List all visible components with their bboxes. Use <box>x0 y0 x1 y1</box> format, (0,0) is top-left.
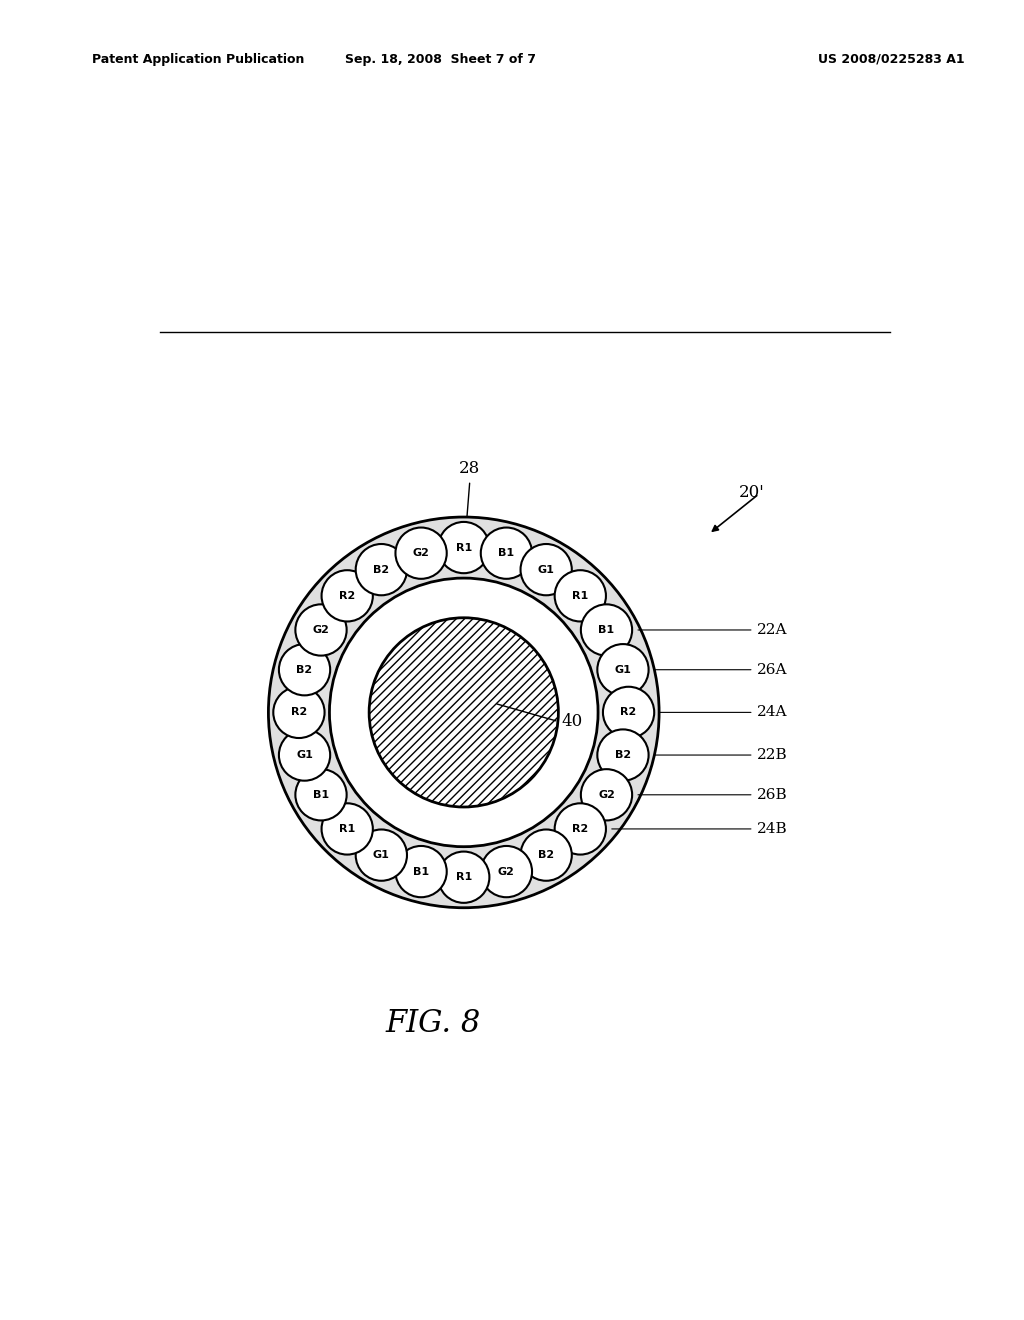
Text: R2: R2 <box>291 708 307 717</box>
Circle shape <box>555 804 606 854</box>
Text: 24A: 24A <box>757 705 787 719</box>
Circle shape <box>279 730 330 780</box>
Text: G2: G2 <box>312 624 330 635</box>
Text: US 2008/0225283 A1: US 2008/0225283 A1 <box>817 53 965 66</box>
Circle shape <box>330 578 598 846</box>
Text: 26A: 26A <box>757 663 787 677</box>
Circle shape <box>355 544 407 595</box>
Circle shape <box>295 605 347 656</box>
Circle shape <box>395 846 446 898</box>
Text: G1: G1 <box>296 750 313 760</box>
Text: G2: G2 <box>598 789 615 800</box>
Text: 20': 20' <box>738 484 764 502</box>
Circle shape <box>603 686 654 738</box>
Text: 26B: 26B <box>757 788 787 801</box>
Circle shape <box>438 521 489 573</box>
Text: B1: B1 <box>499 548 514 558</box>
Text: Sep. 18, 2008  Sheet 7 of 7: Sep. 18, 2008 Sheet 7 of 7 <box>345 53 536 66</box>
Circle shape <box>395 528 446 578</box>
Text: B1: B1 <box>313 789 329 800</box>
Text: 40: 40 <box>561 713 583 730</box>
Text: G1: G1 <box>614 665 632 675</box>
Text: G1: G1 <box>373 850 390 861</box>
Text: 22B: 22B <box>757 748 787 762</box>
Circle shape <box>438 851 489 903</box>
Circle shape <box>295 770 347 821</box>
Text: R2: R2 <box>339 591 355 601</box>
Text: 28: 28 <box>459 461 480 478</box>
Circle shape <box>355 829 407 880</box>
Circle shape <box>322 570 373 622</box>
Text: B2: B2 <box>297 665 312 675</box>
Circle shape <box>369 618 558 807</box>
Text: R1: R1 <box>456 873 472 882</box>
Text: 22A: 22A <box>757 623 787 638</box>
Circle shape <box>520 829 571 880</box>
Text: B1: B1 <box>598 624 614 635</box>
Text: R1: R1 <box>456 543 472 553</box>
Text: R2: R2 <box>621 708 637 717</box>
Text: G2: G2 <box>498 867 515 876</box>
Circle shape <box>597 730 648 780</box>
Text: 24B: 24B <box>757 822 787 836</box>
Circle shape <box>555 570 606 622</box>
Circle shape <box>581 770 632 821</box>
Text: Patent Application Publication: Patent Application Publication <box>92 53 304 66</box>
Text: R2: R2 <box>572 824 589 834</box>
Circle shape <box>279 644 330 696</box>
Text: B1: B1 <box>413 867 429 876</box>
Text: R1: R1 <box>572 591 589 601</box>
Text: B2: B2 <box>538 850 554 861</box>
Circle shape <box>481 846 532 898</box>
Circle shape <box>268 517 659 908</box>
Text: FIG. 8: FIG. 8 <box>386 1008 481 1039</box>
Circle shape <box>273 686 325 738</box>
Text: G2: G2 <box>413 548 429 558</box>
Text: B2: B2 <box>614 750 631 760</box>
Circle shape <box>581 605 632 656</box>
Text: G1: G1 <box>538 565 555 574</box>
Circle shape <box>520 544 571 595</box>
Text: R1: R1 <box>339 824 355 834</box>
Circle shape <box>597 644 648 696</box>
Text: B2: B2 <box>374 565 389 574</box>
Circle shape <box>481 528 532 578</box>
Circle shape <box>322 804 373 854</box>
